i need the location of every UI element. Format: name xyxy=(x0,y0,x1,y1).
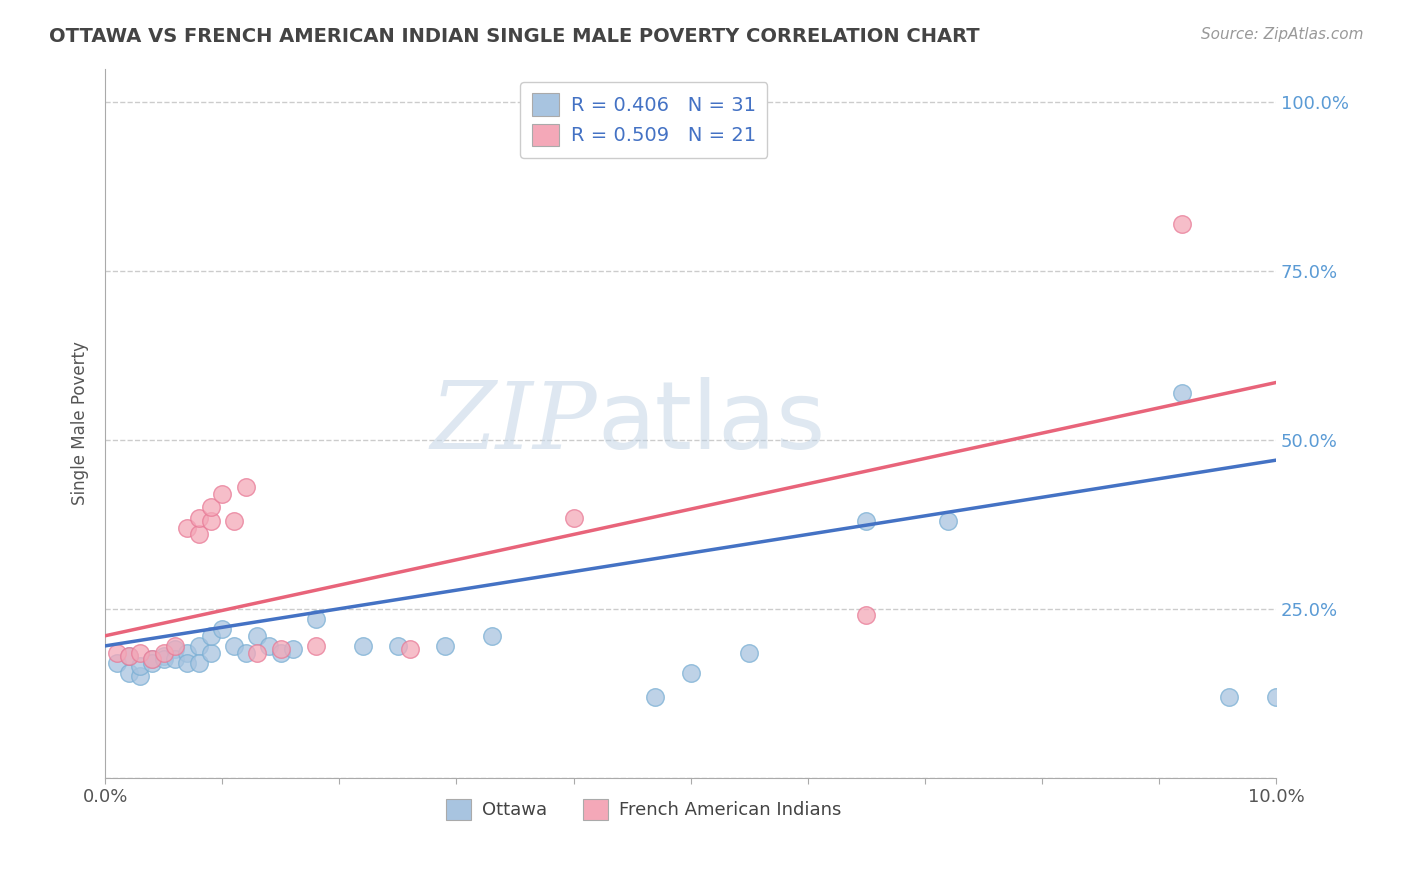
Point xyxy=(152,652,174,666)
Point xyxy=(281,642,304,657)
Point xyxy=(738,646,761,660)
Point xyxy=(1171,217,1194,231)
Point xyxy=(152,646,174,660)
Point xyxy=(117,648,139,663)
Point xyxy=(117,665,139,680)
Text: Source: ZipAtlas.com: Source: ZipAtlas.com xyxy=(1201,27,1364,42)
Point xyxy=(176,646,198,660)
Point xyxy=(105,646,128,660)
Point xyxy=(141,656,163,670)
Point xyxy=(117,648,139,663)
Point xyxy=(936,514,959,528)
Point xyxy=(129,669,152,683)
Point xyxy=(141,652,163,666)
Point xyxy=(141,652,163,666)
Text: ZIP: ZIP xyxy=(430,378,598,468)
Point xyxy=(679,665,702,680)
Point xyxy=(165,652,187,666)
Point xyxy=(200,646,222,660)
Point xyxy=(1265,690,1288,704)
Point xyxy=(387,639,409,653)
Point xyxy=(200,514,222,528)
Y-axis label: Single Male Poverty: Single Male Poverty xyxy=(72,341,89,505)
Point xyxy=(187,510,209,524)
Point xyxy=(433,639,456,653)
Point xyxy=(129,646,152,660)
Point xyxy=(165,639,187,653)
Point xyxy=(235,646,257,660)
Point xyxy=(129,659,152,673)
Point xyxy=(270,646,292,660)
Point xyxy=(562,510,585,524)
Point xyxy=(200,500,222,515)
Point xyxy=(270,642,292,657)
Point xyxy=(855,608,877,623)
Text: OTTAWA VS FRENCH AMERICAN INDIAN SINGLE MALE POVERTY CORRELATION CHART: OTTAWA VS FRENCH AMERICAN INDIAN SINGLE … xyxy=(49,27,980,45)
Point xyxy=(187,639,209,653)
Point xyxy=(352,639,374,653)
Point xyxy=(152,648,174,663)
Point xyxy=(165,642,187,657)
Point xyxy=(1218,690,1240,704)
Point xyxy=(305,639,328,653)
Point xyxy=(176,521,198,535)
Point xyxy=(855,514,877,528)
Point xyxy=(398,642,420,657)
Point xyxy=(200,629,222,643)
Point xyxy=(211,487,233,501)
Point xyxy=(246,646,269,660)
Text: atlas: atlas xyxy=(598,377,825,469)
Legend: Ottawa, French American Indians: Ottawa, French American Indians xyxy=(440,794,846,825)
Point xyxy=(257,639,280,653)
Point xyxy=(246,629,269,643)
Point xyxy=(187,527,209,541)
Point xyxy=(222,639,245,653)
Point xyxy=(176,656,198,670)
Point xyxy=(105,656,128,670)
Point xyxy=(644,690,666,704)
Point xyxy=(222,514,245,528)
Point xyxy=(187,656,209,670)
Point xyxy=(481,629,503,643)
Point xyxy=(305,612,328,626)
Point xyxy=(1171,385,1194,400)
Point xyxy=(235,480,257,494)
Point xyxy=(211,622,233,636)
